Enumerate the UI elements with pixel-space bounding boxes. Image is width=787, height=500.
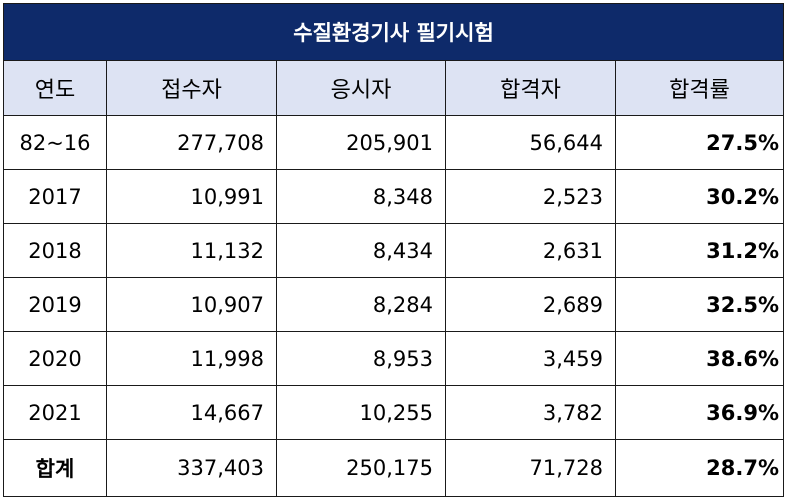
total-applicants: 337,403 bbox=[106, 439, 277, 497]
total-row: 합계 337,403 250,175 71,728 28.7% bbox=[3, 439, 785, 497]
cell-examinees: 8,953 bbox=[276, 331, 446, 386]
cell-passers: 2,689 bbox=[445, 277, 616, 332]
cell-passers: 3,782 bbox=[445, 385, 616, 440]
table-row: 2019 10,907 8,284 2,689 32.5% bbox=[3, 277, 785, 332]
total-examinees: 250,175 bbox=[276, 439, 446, 497]
cell-pass-rate: 32.5% bbox=[614, 277, 785, 332]
table-row: 2020 11,998 8,953 3,459 38.6% bbox=[3, 331, 785, 386]
cell-year: 2018 bbox=[3, 223, 107, 278]
cell-applicants: 277,708 bbox=[106, 115, 277, 170]
cell-passers: 2,523 bbox=[445, 169, 616, 224]
total-label: 합계 bbox=[3, 439, 107, 497]
header-year: 연도 bbox=[3, 60, 107, 116]
cell-pass-rate: 27.5% bbox=[614, 115, 785, 170]
header-pass-rate: 합격률 bbox=[614, 60, 785, 116]
cell-examinees: 8,434 bbox=[276, 223, 446, 278]
cell-year: 2019 bbox=[3, 277, 107, 332]
cell-year: 2017 bbox=[3, 169, 107, 224]
cell-examinees: 8,284 bbox=[276, 277, 446, 332]
cell-passers: 56,644 bbox=[445, 115, 616, 170]
cell-applicants: 11,998 bbox=[106, 331, 277, 386]
header-row: 연도 접수자 응시자 합격자 합격률 bbox=[3, 60, 785, 116]
table-row: 2017 10,991 8,348 2,523 30.2% bbox=[3, 169, 785, 224]
table-row: 82~16 277,708 205,901 56,644 27.5% bbox=[3, 115, 785, 170]
header-passers: 합격자 bbox=[445, 60, 616, 116]
cell-pass-rate: 38.6% bbox=[614, 331, 785, 386]
cell-applicants: 10,907 bbox=[106, 277, 277, 332]
cell-year: 2020 bbox=[3, 331, 107, 386]
total-passers: 71,728 bbox=[445, 439, 616, 497]
cell-pass-rate: 31.2% bbox=[614, 223, 785, 278]
title-row: 수질환경기사 필기시험 bbox=[2, 3, 785, 61]
cell-year: 2021 bbox=[3, 385, 107, 440]
table-title: 수질환경기사 필기시험 bbox=[2, 3, 785, 61]
cell-applicants: 11,132 bbox=[106, 223, 277, 278]
cell-examinees: 205,901 bbox=[276, 115, 446, 170]
header-examinees: 응시자 bbox=[276, 60, 446, 116]
cell-applicants: 14,667 bbox=[106, 385, 277, 440]
cell-examinees: 10,255 bbox=[276, 385, 446, 440]
exam-statistics-table: 수질환경기사 필기시험 연도 접수자 응시자 합격자 합격률 82~16 277… bbox=[2, 3, 785, 497]
cell-applicants: 10,991 bbox=[106, 169, 277, 224]
cell-year: 82~16 bbox=[3, 115, 107, 170]
table-row: 2018 11,132 8,434 2,631 31.2% bbox=[3, 223, 785, 278]
cell-pass-rate: 36.9% bbox=[614, 385, 785, 440]
header-applicants: 접수자 bbox=[106, 60, 277, 116]
cell-pass-rate: 30.2% bbox=[614, 169, 785, 224]
total-pass-rate: 28.7% bbox=[614, 439, 785, 497]
table-row: 2021 14,667 10,255 3,782 36.9% bbox=[3, 385, 785, 440]
cell-passers: 2,631 bbox=[445, 223, 616, 278]
cell-examinees: 8,348 bbox=[276, 169, 446, 224]
cell-passers: 3,459 bbox=[445, 331, 616, 386]
